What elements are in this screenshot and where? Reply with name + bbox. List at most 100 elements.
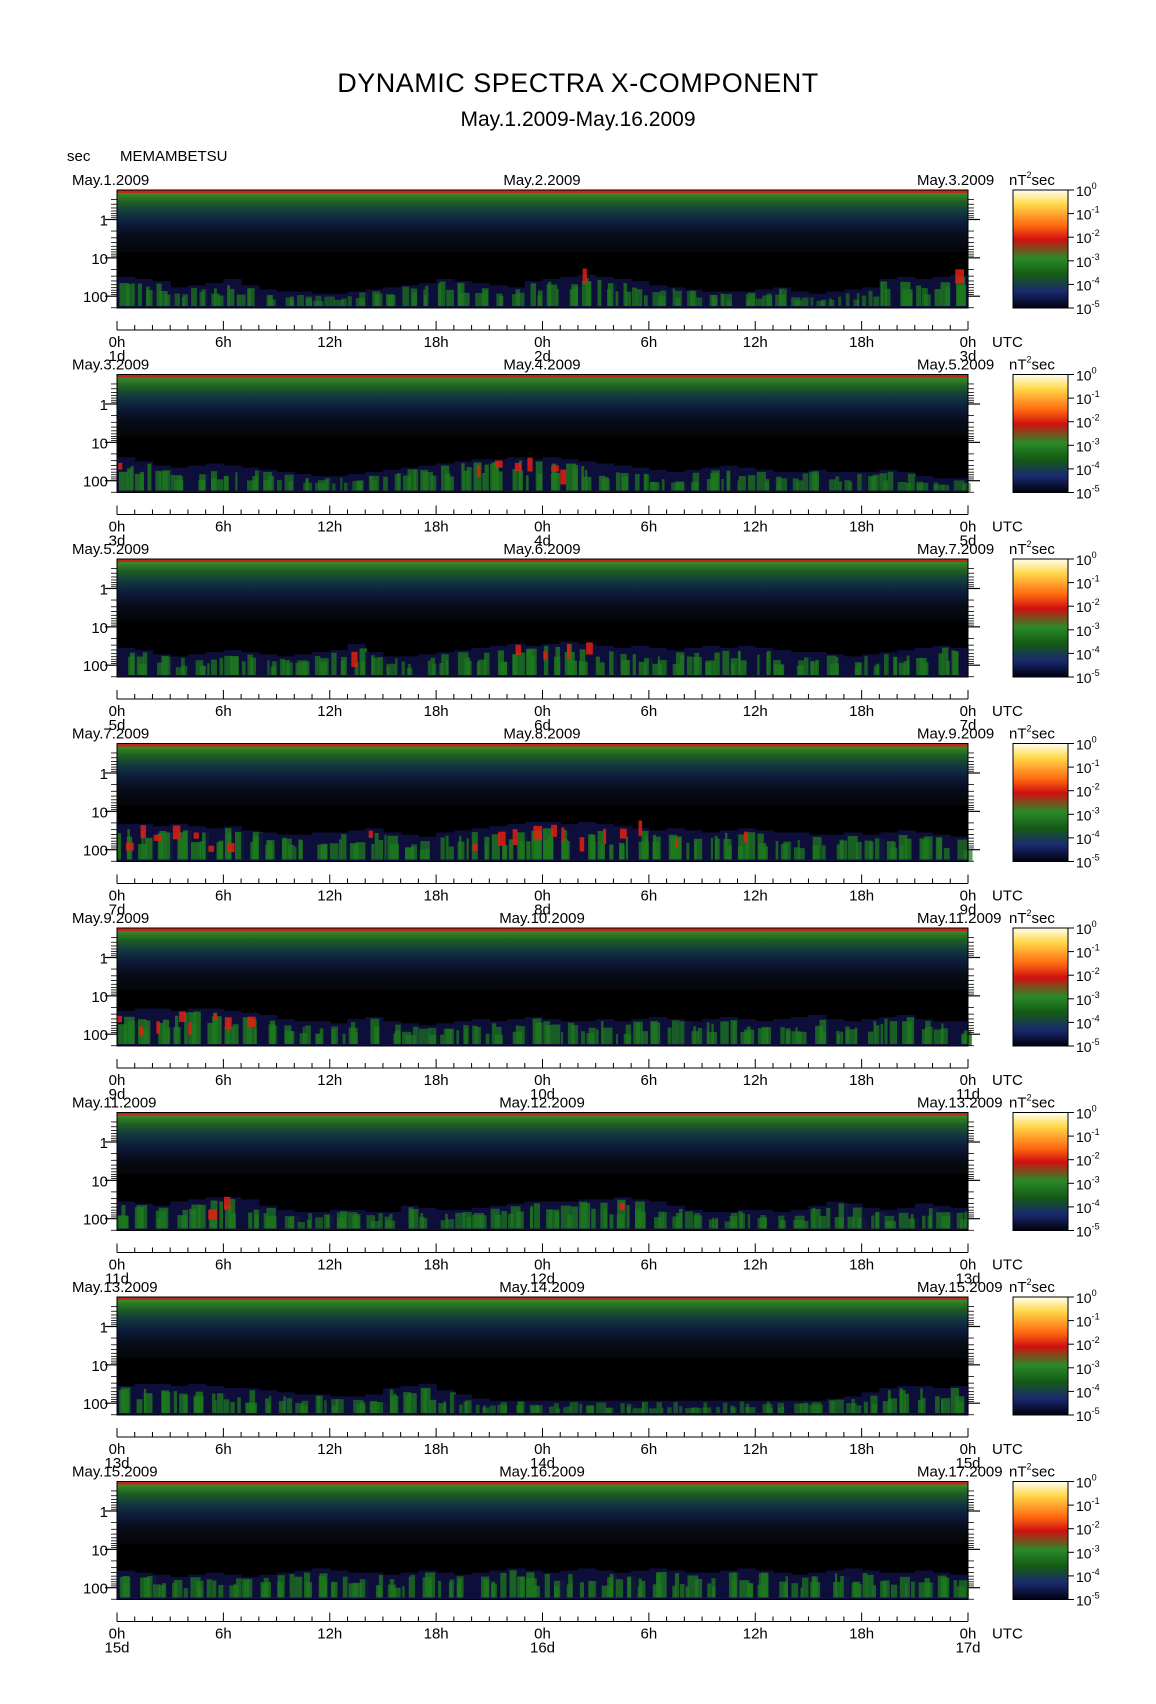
activity-streak (847, 835, 858, 862)
activity-streak (797, 839, 800, 862)
x-tick-label: 12h (743, 1072, 768, 1089)
activity-streak (816, 300, 825, 308)
activity-streak (693, 656, 702, 677)
activity-streak (730, 663, 735, 677)
x-tick-label: 18h (424, 519, 449, 536)
activity-streak (511, 294, 518, 308)
activity-streak (429, 1399, 437, 1415)
day-label: 12d (530, 1271, 555, 1288)
activity-streak (383, 476, 388, 493)
activity-streak (779, 664, 784, 677)
activity-streak (418, 1028, 430, 1046)
activity-streak (721, 478, 724, 493)
activity-streak (571, 1206, 582, 1231)
activity-hotspot (579, 837, 585, 852)
activity-streak (535, 1405, 546, 1415)
activity-streak (943, 848, 950, 862)
activity-streak (446, 1029, 453, 1046)
activity-streak (652, 834, 656, 862)
activity-streak (887, 1390, 891, 1415)
activity-streak (439, 281, 446, 308)
colorbar-tick-label: 10-3 (1076, 1543, 1100, 1561)
activity-streak (757, 654, 760, 677)
activity-streak (305, 296, 317, 308)
activity-streak (599, 662, 605, 677)
activity-streak (147, 1576, 157, 1600)
activity-streak (826, 1207, 831, 1231)
colorbar-tick-label: 100 (1076, 735, 1097, 753)
activity-streak (341, 834, 347, 862)
day-label: 14d (530, 1455, 555, 1472)
high-frequency-band (117, 928, 968, 990)
panel-date-mid: May.14.2009 (499, 1279, 585, 1296)
activity-streak (694, 1213, 701, 1231)
x-tick-label: 0h (109, 519, 126, 536)
day-label: 4d (534, 533, 551, 550)
activity-streak (785, 1030, 791, 1046)
activity-streak (678, 1208, 683, 1231)
activity-streak (794, 1403, 803, 1415)
activity-hotspot (743, 831, 748, 843)
activity-streak (703, 1402, 707, 1415)
x-tick-label: 6h (641, 1257, 658, 1274)
activity-streak (250, 657, 256, 677)
activity-streak (571, 284, 579, 308)
activity-streak (142, 652, 148, 677)
activity-streak (509, 1570, 517, 1600)
y-tick-label: 100 (83, 289, 108, 306)
activity-streak (266, 840, 275, 862)
activity-streak (162, 470, 173, 493)
activity-streak (571, 660, 578, 677)
activity-streak (609, 651, 618, 677)
activity-streak (378, 1213, 383, 1231)
spectrogram-panel-4: May.7.2009 May.8.2009 May.9.2009 nT2sec 1 10 1… (72, 724, 1100, 919)
x-tick-label: 18h (849, 1257, 874, 1274)
activity-streak (284, 1216, 294, 1231)
activity-hotspot (512, 829, 518, 846)
activity-streak (838, 296, 842, 308)
activity-streak (819, 1031, 829, 1046)
activity-streak (134, 1207, 144, 1231)
activity-streak (863, 1401, 869, 1415)
panel-date-right: May.5.2009 (917, 357, 994, 374)
colorbar-tick-label: 10-5 (1076, 1037, 1100, 1055)
activity-streak (531, 1406, 540, 1415)
activity-streak (219, 840, 228, 862)
activity-streak (755, 298, 764, 308)
activity-streak (810, 297, 814, 308)
activity-streak (910, 1213, 914, 1231)
activity-streak (267, 1403, 271, 1415)
y-unit-label: sec (67, 148, 91, 165)
x-tick-label: 18h (849, 1072, 874, 1089)
y-tick-label: 1 (100, 582, 108, 599)
activity-streak (173, 1027, 181, 1046)
activity-streak (252, 836, 261, 862)
x-tick-label: 0h (534, 703, 551, 720)
activity-streak (296, 295, 305, 308)
activity-streak (475, 293, 484, 308)
activity-streak (324, 1400, 327, 1415)
activity-streak (934, 289, 942, 308)
activity-streak (349, 843, 359, 862)
activity-streak (219, 658, 224, 677)
activity-streak (922, 1215, 926, 1231)
activity-streak (537, 295, 542, 308)
activity-streak (535, 1022, 541, 1046)
activity-streak (324, 478, 333, 493)
activity-streak (335, 1399, 344, 1415)
activity-streak (496, 471, 503, 493)
activity-streak (889, 1021, 900, 1046)
activity-streak (119, 283, 130, 308)
activity-streak (466, 467, 477, 493)
activity-streak (369, 1401, 380, 1415)
activity-streak (588, 834, 595, 862)
activity-streak (838, 1203, 849, 1231)
x-tick-label: 18h (424, 1626, 449, 1643)
activity-streak (422, 471, 434, 493)
activity-hotspot (118, 462, 123, 470)
activity-streak (620, 1403, 625, 1415)
activity-streak (216, 1393, 226, 1415)
activity-streak (384, 835, 387, 862)
activity-streak (235, 472, 238, 493)
activity-streak (638, 841, 649, 862)
